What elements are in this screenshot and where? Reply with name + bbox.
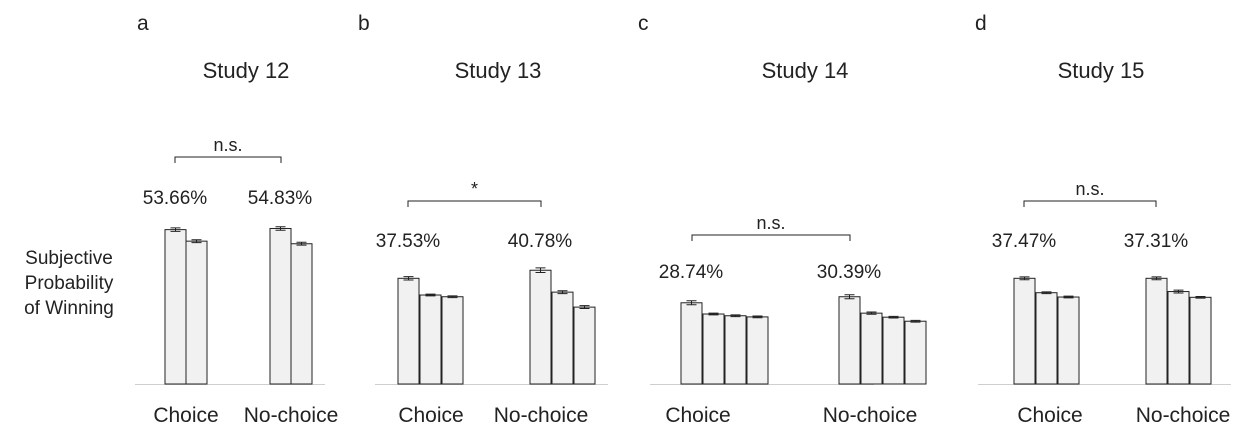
panel-c-letter: c	[638, 12, 649, 35]
panel-d-error-bar-1-1	[1173, 289, 1184, 294]
panel-a-data-label-1: 54.83%	[248, 188, 313, 209]
panel-d-significance-bracket	[1023, 200, 1157, 207]
panel-b-bar-0-0	[397, 277, 420, 385]
panel-c-error-bar-1-1	[866, 311, 877, 315]
panel-d-category-label-1: No-choice	[1136, 404, 1231, 425]
panel-d-data-label-1: 37.31%	[1124, 231, 1189, 252]
panel-b-significance-label: *	[471, 179, 478, 199]
panel-a-error-bar-1-0	[275, 226, 286, 231]
panel-c-data-label-1: 30.39%	[817, 262, 882, 283]
panel-a-significance-label: n.s.	[213, 135, 242, 155]
panel-a-category-label-0: Choice	[153, 404, 218, 425]
panel-c-error-bar-1-2	[888, 315, 899, 319]
panel-b-error-bar-1-1	[557, 290, 568, 295]
panel-c-bar-1-3	[904, 320, 927, 385]
panel-c-error-bar-1-3	[910, 319, 921, 323]
y-axis-label: Subjective Probability of Winning	[10, 246, 128, 321]
panel-d-title: Study 15	[1058, 58, 1145, 83]
panel-d-significance-label: n.s.	[1075, 179, 1104, 199]
panel-c-data-label-0: 28.74%	[659, 262, 724, 283]
panel-c-title: Study 14	[762, 58, 849, 83]
panel-c-error-bar-0-0	[686, 300, 697, 306]
panel-c-bar-1-1	[860, 312, 883, 385]
y-axis-label-line-1: Subjective	[25, 248, 113, 269]
panel-c-significance-bracket	[691, 234, 851, 241]
panel-c-error-bar-0-3	[752, 315, 763, 319]
panel-c-bar-0-3	[746, 316, 769, 385]
panel-d-bar-1-1	[1167, 291, 1190, 385]
panel-a-bar-1-0	[269, 227, 292, 385]
y-axis-label-line-2: Probability	[24, 273, 114, 294]
panel-c-category-label-1: No-choice	[823, 404, 918, 425]
panel-a-data-label-0: 53.66%	[143, 188, 208, 209]
panel-d-error-bar-0-1	[1041, 291, 1052, 295]
panel-b-error-bar-1-0	[535, 267, 546, 274]
panel-d-bar-0-2	[1057, 296, 1080, 385]
panel-b-error-bar-0-2	[447, 295, 458, 299]
panel-a-error-bar-1-1	[296, 241, 307, 246]
panel-b-bar-0-2	[441, 296, 464, 385]
panel-d-category-label-0: Choice	[1017, 404, 1082, 425]
panel-d-bar-1-0	[1145, 277, 1168, 385]
panel-d-error-bar-0-2	[1063, 295, 1074, 299]
panel-b-data-label-1: 40.78%	[508, 231, 573, 252]
panel-d-error-bar-1-2	[1195, 295, 1206, 299]
panel-d-letter: d	[975, 12, 987, 35]
panel-d-bar-1-2	[1189, 296, 1212, 385]
panel-b-bar-1-2	[573, 306, 596, 385]
panel-d-bar-0-1	[1035, 292, 1058, 385]
panel-b-error-bar-1-2	[579, 305, 590, 310]
panel-b-significance-bracket	[407, 200, 542, 207]
panel-b-letter: b	[358, 12, 370, 35]
panel-a-significance-bracket	[174, 156, 282, 163]
panel-d-error-bar-1-0	[1151, 276, 1162, 281]
panel-a-error-bar-0-1	[191, 239, 202, 244]
panel-b-category-label-1: No-choice	[494, 404, 589, 425]
panel-b-bar-0-1	[419, 294, 442, 385]
panel-a-letter: a	[137, 12, 149, 35]
panel-d-bar-0-0	[1013, 277, 1036, 385]
panel-c-error-bar-0-1	[708, 312, 719, 316]
panel-a-category-label-1: No-choice	[244, 404, 339, 425]
panel-c-error-bar-1-0	[844, 294, 855, 300]
panel-c-bar-0-1	[702, 313, 725, 385]
y-axis-label-line-3: of Winning	[24, 298, 114, 319]
panel-d-data-label-0: 37.47%	[992, 231, 1057, 252]
panel-b-bar-1-1	[551, 291, 574, 385]
panel-a-bar-0-0	[164, 229, 187, 385]
panel-a-bar-0-1	[185, 240, 208, 385]
panel-c-significance-label: n.s.	[756, 213, 785, 233]
panel-c-error-bar-0-2	[730, 314, 741, 318]
panel-b-category-label-0: Choice	[398, 404, 463, 425]
panel-b-title: Study 13	[455, 58, 542, 83]
panel-c-category-label-0: Choice	[665, 404, 730, 425]
panel-b-data-label-0: 37.53%	[376, 231, 441, 252]
panel-b-error-bar-0-1	[425, 293, 436, 297]
panel-c-bar-1-0	[838, 296, 861, 385]
panel-b-error-bar-0-0	[403, 276, 414, 281]
panel-a-error-bar-0-0	[170, 227, 181, 232]
panel-a-bar-1-1	[290, 243, 313, 385]
panel-d-error-bar-0-0	[1019, 276, 1030, 281]
panel-c-bar-0-2	[724, 315, 747, 385]
panel-c-bar-1-2	[882, 316, 905, 385]
panel-c-bar-0-0	[680, 302, 703, 385]
panel-b-bar-1-0	[529, 269, 552, 385]
panel-a-title: Study 12	[203, 58, 290, 83]
